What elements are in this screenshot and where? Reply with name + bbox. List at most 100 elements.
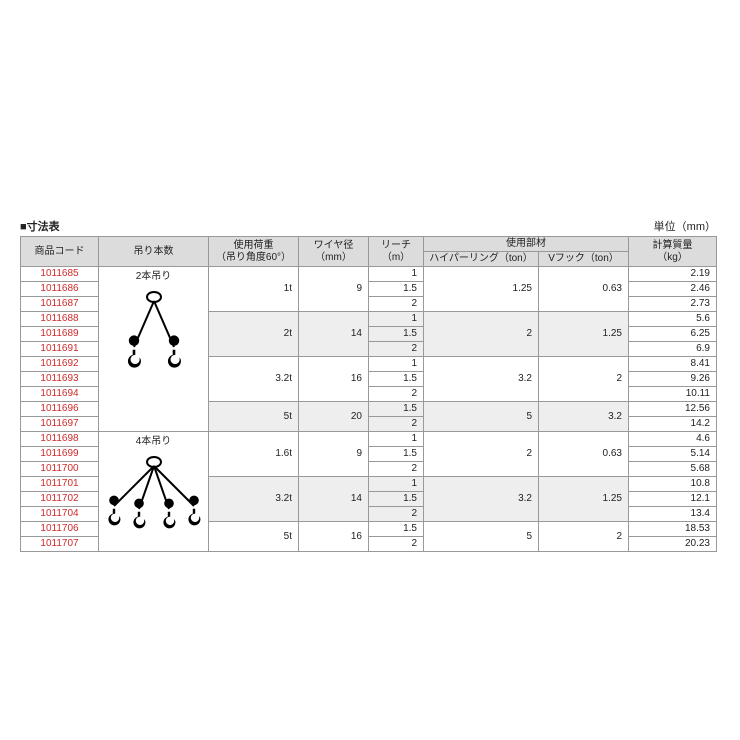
cell-wire: 14	[299, 477, 369, 522]
cell-vhook: 1.25	[539, 477, 629, 522]
sling-label: 4本吊り	[103, 436, 204, 448]
cell-code: 1011692	[21, 357, 99, 372]
cell-weight: 5.68	[629, 462, 717, 477]
cell-code: 1011685	[21, 267, 99, 282]
cell-reach: 2	[369, 462, 424, 477]
cell-vhook: 0.63	[539, 432, 629, 477]
cell-reach: 1	[369, 267, 424, 282]
cell-wire: 16	[299, 357, 369, 402]
cell-vhook: 1.25	[539, 312, 629, 357]
cell-weight: 10.11	[629, 387, 717, 402]
cell-weight: 12.1	[629, 492, 717, 507]
cell-weight: 20.23	[629, 537, 717, 552]
cell-code: 1011699	[21, 447, 99, 462]
sling-4-icon	[104, 454, 204, 529]
cell-hyper: 3.2	[424, 357, 539, 402]
cell-wire: 16	[299, 522, 369, 552]
hdr-load: 使用荷重 （吊り角度60°）	[209, 237, 299, 267]
cell-weight: 6.9	[629, 342, 717, 357]
cell-load: 3.2t	[209, 477, 299, 522]
cell-weight: 13.4	[629, 507, 717, 522]
cell-code: 1011698	[21, 432, 99, 447]
cell-weight: 5.6	[629, 312, 717, 327]
cell-code: 1011689	[21, 327, 99, 342]
cell-code: 1011704	[21, 507, 99, 522]
unit-label: 単位（mm）	[654, 218, 716, 234]
cell-reach: 1	[369, 312, 424, 327]
cell-sling: 2本吊り	[99, 267, 209, 432]
spec-table: 商品コード 吊り本数 使用荷重 （吊り角度60°） ワイヤ径 （mm） リーチ …	[20, 236, 717, 552]
hdr-wire: ワイヤ径 （mm）	[299, 237, 369, 267]
cell-load: 5t	[209, 522, 299, 552]
cell-hyper: 3.2	[424, 477, 539, 522]
hdr-hyper: ハイパーリング（ton）	[424, 252, 539, 267]
cell-load: 3.2t	[209, 357, 299, 402]
cell-weight: 9.26	[629, 372, 717, 387]
cell-load: 1t	[209, 267, 299, 312]
cell-code: 1011694	[21, 387, 99, 402]
cell-load: 5t	[209, 402, 299, 432]
hdr-parts: 使用部材	[424, 237, 629, 252]
cell-weight: 6.25	[629, 327, 717, 342]
cell-load: 2t	[209, 312, 299, 357]
table-body: 10116852本吊り 1t911.250.632.1910116861.52.…	[21, 267, 717, 552]
spec-table-container: ■寸法表 単位（mm） 商品コード 吊り本数 使用荷重 （吊り角度60°） ワイ…	[20, 218, 716, 552]
cell-code: 1011693	[21, 372, 99, 387]
table-title: ■寸法表	[20, 218, 60, 234]
cell-reach: 1.5	[369, 282, 424, 297]
cell-code: 1011697	[21, 417, 99, 432]
hdr-vhook: Vフック（ton）	[539, 252, 629, 267]
cell-wire: 9	[299, 267, 369, 312]
cell-hyper: 5	[424, 402, 539, 432]
cell-reach: 1	[369, 432, 424, 447]
cell-code: 1011707	[21, 537, 99, 552]
cell-weight: 18.53	[629, 522, 717, 537]
cell-weight: 2.19	[629, 267, 717, 282]
cell-code: 1011687	[21, 297, 99, 312]
cell-hyper: 1.25	[424, 267, 539, 312]
cell-reach: 2	[369, 342, 424, 357]
cell-load: 1.6t	[209, 432, 299, 477]
cell-weight: 4.6	[629, 432, 717, 447]
cell-code: 1011696	[21, 402, 99, 417]
cell-reach: 2	[369, 387, 424, 402]
table-row: 10116852本吊り 1t911.250.632.19	[21, 267, 717, 282]
cell-vhook: 0.63	[539, 267, 629, 312]
cell-reach: 1.5	[369, 327, 424, 342]
cell-weight: 12.56	[629, 402, 717, 417]
hdr-code: 商品コード	[21, 237, 99, 267]
cell-weight: 14.2	[629, 417, 717, 432]
cell-reach: 1.5	[369, 402, 424, 417]
cell-hyper: 2	[424, 312, 539, 357]
cell-vhook: 2	[539, 357, 629, 402]
cell-reach: 1.5	[369, 447, 424, 462]
cell-vhook: 2	[539, 522, 629, 552]
cell-hyper: 5	[424, 522, 539, 552]
cell-weight: 10.8	[629, 477, 717, 492]
cell-reach: 2	[369, 507, 424, 522]
cell-reach: 1	[369, 477, 424, 492]
cell-code: 1011700	[21, 462, 99, 477]
cell-code: 1011691	[21, 342, 99, 357]
cell-weight: 2.46	[629, 282, 717, 297]
table-row: 10116984本吊り 1.6t9120.634.6	[21, 432, 717, 447]
cell-code: 1011686	[21, 282, 99, 297]
cell-reach: 2	[369, 417, 424, 432]
cell-sling: 4本吊り	[99, 432, 209, 552]
cell-vhook: 3.2	[539, 402, 629, 432]
cell-weight: 2.73	[629, 297, 717, 312]
cell-code: 1011701	[21, 477, 99, 492]
cell-wire: 14	[299, 312, 369, 357]
hdr-sling: 吊り本数	[99, 237, 209, 267]
table-head: 商品コード 吊り本数 使用荷重 （吊り角度60°） ワイヤ径 （mm） リーチ …	[21, 237, 717, 267]
cell-reach: 1.5	[369, 522, 424, 537]
sling-label: 2本吊り	[103, 271, 204, 283]
cell-wire: 20	[299, 402, 369, 432]
title-row: ■寸法表 単位（mm）	[20, 218, 716, 234]
cell-code: 1011688	[21, 312, 99, 327]
cell-reach: 1.5	[369, 492, 424, 507]
cell-code: 1011702	[21, 492, 99, 507]
cell-reach: 2	[369, 537, 424, 552]
cell-code: 1011706	[21, 522, 99, 537]
cell-weight: 5.14	[629, 447, 717, 462]
